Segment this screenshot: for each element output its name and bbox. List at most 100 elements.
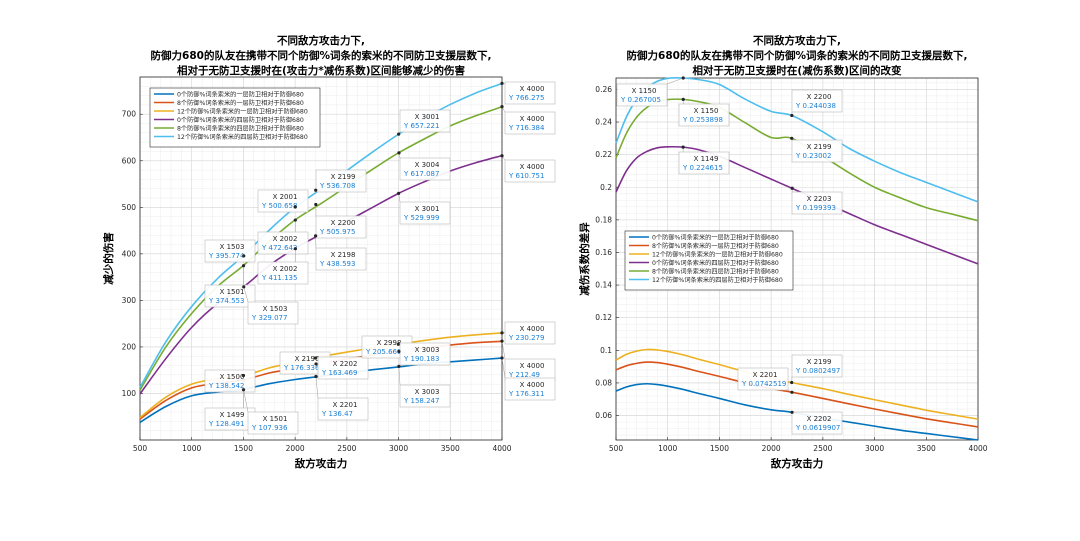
y-tick-label: 0.14 [595,281,612,290]
x-tick-label: 2000 [762,444,781,453]
datatip-x: X 2199 [807,358,832,366]
datatip-marker [790,411,793,414]
y-tick-label: 200 [122,342,137,351]
datatip-y: Y 500.658 [261,202,297,210]
datatip-x: X 2202 [333,360,358,368]
y-tick-label: 0.16 [595,248,612,257]
datatip-y: Y 0.0619907 [795,424,840,432]
datatip-y: Y 617.087 [403,170,439,178]
datatip-marker [294,205,297,208]
legend: 0个防御%词条索米的一层防卫相对于防御6808个防御%词条索米的一层防卫相对于防… [625,231,793,290]
legend-label-3: 12个防御%词条索米的一层防卫相对于防御680 [652,251,783,259]
datatip-marker [682,98,685,101]
x-tick-label: 3000 [865,444,884,453]
datatip-y: Y 190.183 [403,355,439,363]
datatip-marker [791,187,794,190]
y-tick-label: 100 [122,389,137,398]
datatip-marker [314,375,317,378]
datatip-y: Y 766.275 [508,94,544,102]
datatip-marker [397,365,400,368]
legend-label-2: 8个防御%词条索米的一层防卫相对于防御680 [652,242,779,250]
x-axis-label: 敌方攻击力 [771,457,824,470]
datatip-x: X 4000 [520,381,545,389]
datatip-x: X 3001 [415,205,440,213]
datatip-y: Y 0.0742519 [741,380,786,388]
y-tick-label: 700 [122,110,137,119]
x-tick-label: 4000 [968,444,987,453]
datatip-x: X 2198 [331,251,356,259]
y-tick-label: 500 [122,203,137,212]
y-axis-label: 减少的伤害 [102,232,115,285]
datatip-y: Y 0.23002 [795,152,831,160]
datatip-x: X 2200 [807,93,832,101]
legend-label-6: 12个防御%词条索米的四层防卫相对于防御680 [652,276,783,284]
datatip-marker [242,374,245,377]
datatip-y: Y 136.47 [321,410,353,418]
datatip-marker [500,105,503,108]
chart-title-line: 不同敌方攻击力下, [277,34,365,47]
y-tick-label: 0.08 [595,378,612,387]
datatip-x: X 4000 [520,362,545,370]
datatip-marker [397,133,400,136]
datatip-marker [314,234,317,237]
datatip-x: X 2201 [753,371,778,379]
legend-label-3: 12个防御%词条索米的一层防卫相对于防御680 [177,108,308,116]
x-tick-label: 3000 [389,444,408,453]
datatip-marker [500,356,503,359]
legend-label-5: 8个防御%词条索米的四层防卫相对于防御680 [177,125,304,133]
datatip-marker [397,151,400,154]
datatip-marker [294,218,297,221]
x-tick-label: 3500 [917,444,936,453]
datatip-y: Y 529.999 [403,214,439,222]
datatip-y: Y 374.553 [208,297,244,305]
y-tick-label: 0.06 [595,411,612,420]
x-tick-label: 500 [609,444,624,453]
datatip-y: Y 536.708 [319,182,355,190]
datatip-x: X 4000 [520,115,545,123]
datatip-x: X 2203 [807,195,832,203]
y-tick-label: 400 [122,249,137,258]
datatip-y: Y 128.491 [208,420,244,428]
datatip-y: Y 176.311 [508,390,544,398]
datatip-marker [242,285,245,288]
datatip-y: Y 716.384 [508,124,545,132]
datatip-x: X 1150 [694,107,719,115]
y-tick-label: 300 [122,296,137,305]
legend-label-6: 12个防御%词条索米的四层防卫相对于防御680 [177,133,308,141]
chart-title-line: 防御力680的队友在携带不同个防御%词条的索米的不同防卫支援层数下, [151,49,492,62]
x-axis-label: 敌方攻击力 [295,457,348,470]
datatip-y: Y 176.336 [283,364,320,372]
datatip-y: Y 610.751 [508,172,544,180]
datatip-y: Y 0.267005 [620,96,661,104]
legend-label-5: 8个防御%词条索米的四层防卫相对于防御680 [652,268,779,276]
datatip-marker [242,264,245,267]
datatip-y: Y 0.253898 [682,116,723,124]
datatip-y: Y 138.542 [208,382,244,390]
datatip-y: Y 230.279 [508,334,544,342]
datatip-x: X 1500 [220,373,245,381]
datatip-y: Y 205.669 [365,348,401,356]
datatip-y: Y 107.936 [251,424,288,432]
datatip-x: X 2200 [331,219,356,227]
datatip-y: Y 0.244038 [795,102,836,110]
x-tick-label: 3500 [441,444,460,453]
y-tick-label: 0.26 [595,85,612,94]
datatip-x: X 4000 [520,85,545,93]
datatip-leader [502,341,505,359]
y-tick-label: 0.22 [595,150,612,159]
datatip-y: Y 329.077 [251,314,287,322]
legend-label-1: 0个防御%词条索米的一层防卫相对于防御680 [652,234,779,242]
datatip-x: X 3003 [415,388,440,396]
datatip-x: X 2002 [273,235,298,243]
y-tick-label: 0.2 [600,183,612,192]
datatip-y: Y 411.135 [261,274,297,282]
x-tick-label: 1000 [658,444,677,453]
datatip-x: X 2002 [273,265,298,273]
datatip-marker [500,154,503,157]
legend-label-1: 0个防御%词条索米的一层防卫相对于防御680 [177,91,304,99]
datatip-marker [790,391,793,394]
datatip-x: X 2202 [807,415,832,423]
datatip-marker [397,350,400,353]
